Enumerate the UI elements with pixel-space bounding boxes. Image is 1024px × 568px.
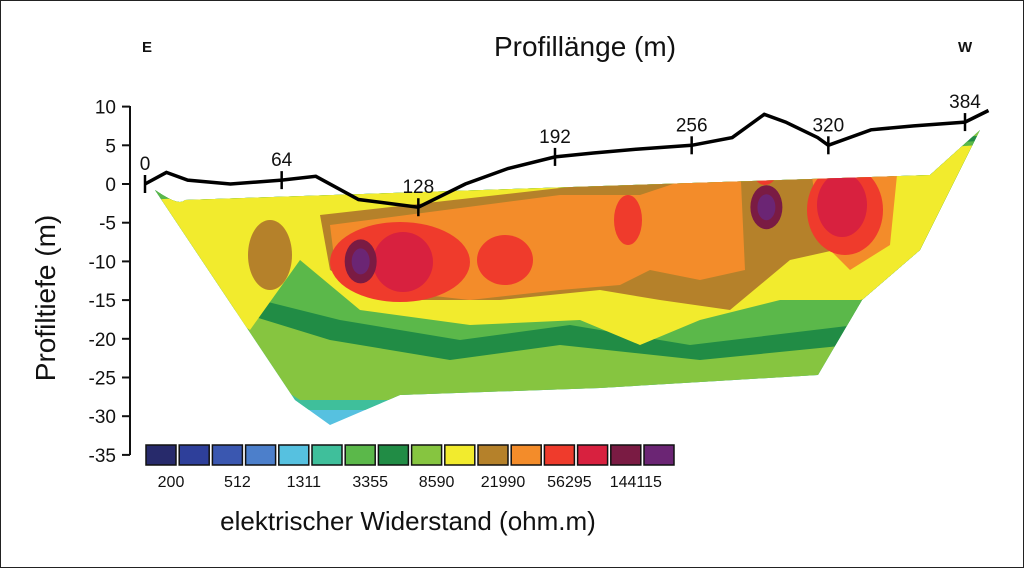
x-tick-label: 384 xyxy=(949,92,981,113)
zone-crimson-2 xyxy=(817,173,867,237)
high-resistivity-core-inner xyxy=(351,248,370,275)
surface-topography-line xyxy=(144,108,990,210)
zone-red-east-2 xyxy=(751,145,779,185)
color-legend xyxy=(145,444,675,466)
legend-swatch xyxy=(410,444,443,466)
x-tick-label: 128 xyxy=(402,177,434,198)
legend-label: 144115 xyxy=(610,474,662,491)
legend-swatch xyxy=(576,444,609,466)
x-tick-label: 192 xyxy=(539,127,571,148)
y-tick-label: -25 xyxy=(89,369,116,390)
resistivity-section xyxy=(155,130,980,425)
zone-red-center xyxy=(477,235,533,285)
legend-swatch xyxy=(543,444,576,466)
legend-swatch xyxy=(344,444,376,466)
legend-swatch xyxy=(510,444,542,466)
direction-label-west: W xyxy=(958,39,973,56)
x-axis-title: Profillänge (m) xyxy=(494,31,676,62)
y-tick-label: -10 xyxy=(89,252,116,273)
legend-swatch xyxy=(178,444,210,466)
x-tick-label: 320 xyxy=(812,115,844,136)
x-tick-label: 256 xyxy=(676,115,708,136)
legend-swatch xyxy=(610,444,642,466)
high-resistivity-core-inner xyxy=(757,194,776,221)
legend-title: elektrischer Widerstand (ohm.m) xyxy=(220,506,596,536)
legend-swatch xyxy=(643,444,675,466)
y-axis-ticks: 10 5 0 -5 -10 -15 -20 -25 -30 -35 xyxy=(89,98,130,467)
legend-swatch xyxy=(377,444,410,466)
y-tick-label: -15 xyxy=(89,291,116,312)
y-tick-label: -5 xyxy=(99,214,116,235)
y-tick-label: 0 xyxy=(105,175,116,196)
y-axis-title: Profiltiefe (m) xyxy=(30,215,61,381)
zone-crimson-1 xyxy=(373,232,433,292)
legend-label: 512 xyxy=(224,474,251,491)
legend-label: 56295 xyxy=(547,474,592,491)
legend-label: 1311 xyxy=(287,474,322,491)
legend-label: 3355 xyxy=(352,474,388,491)
y-tick-label: -30 xyxy=(89,407,116,428)
legend-swatch xyxy=(211,444,244,466)
legend-swatch xyxy=(145,444,177,466)
high-resistivity-cores xyxy=(344,185,783,284)
legend-swatch xyxy=(244,444,277,466)
legend-swatch xyxy=(477,444,509,466)
y-tick-label: -35 xyxy=(89,446,116,467)
legend-label: 21990 xyxy=(481,474,526,491)
y-tick-label: 10 xyxy=(95,98,116,119)
direction-label-east: E xyxy=(142,39,152,56)
x-axis-ticks: 0 64 128 192 256 320 384 xyxy=(140,92,981,217)
color-legend-labels: 200 512 1311 3355 8590 21990 56295 144115 xyxy=(158,474,662,491)
x-tick-label: 0 xyxy=(140,154,151,175)
y-tick-label: -20 xyxy=(89,330,116,351)
y-tick-label: 5 xyxy=(105,136,116,157)
legend-label: 200 xyxy=(158,474,185,491)
x-tick-label: 64 xyxy=(271,150,293,171)
legend-swatch xyxy=(278,444,310,466)
legend-swatch xyxy=(311,444,343,466)
zone-red-east-1 xyxy=(614,195,642,245)
zone-brown-west xyxy=(248,220,292,290)
legend-swatch xyxy=(444,444,476,466)
legend-label: 8590 xyxy=(419,474,455,491)
